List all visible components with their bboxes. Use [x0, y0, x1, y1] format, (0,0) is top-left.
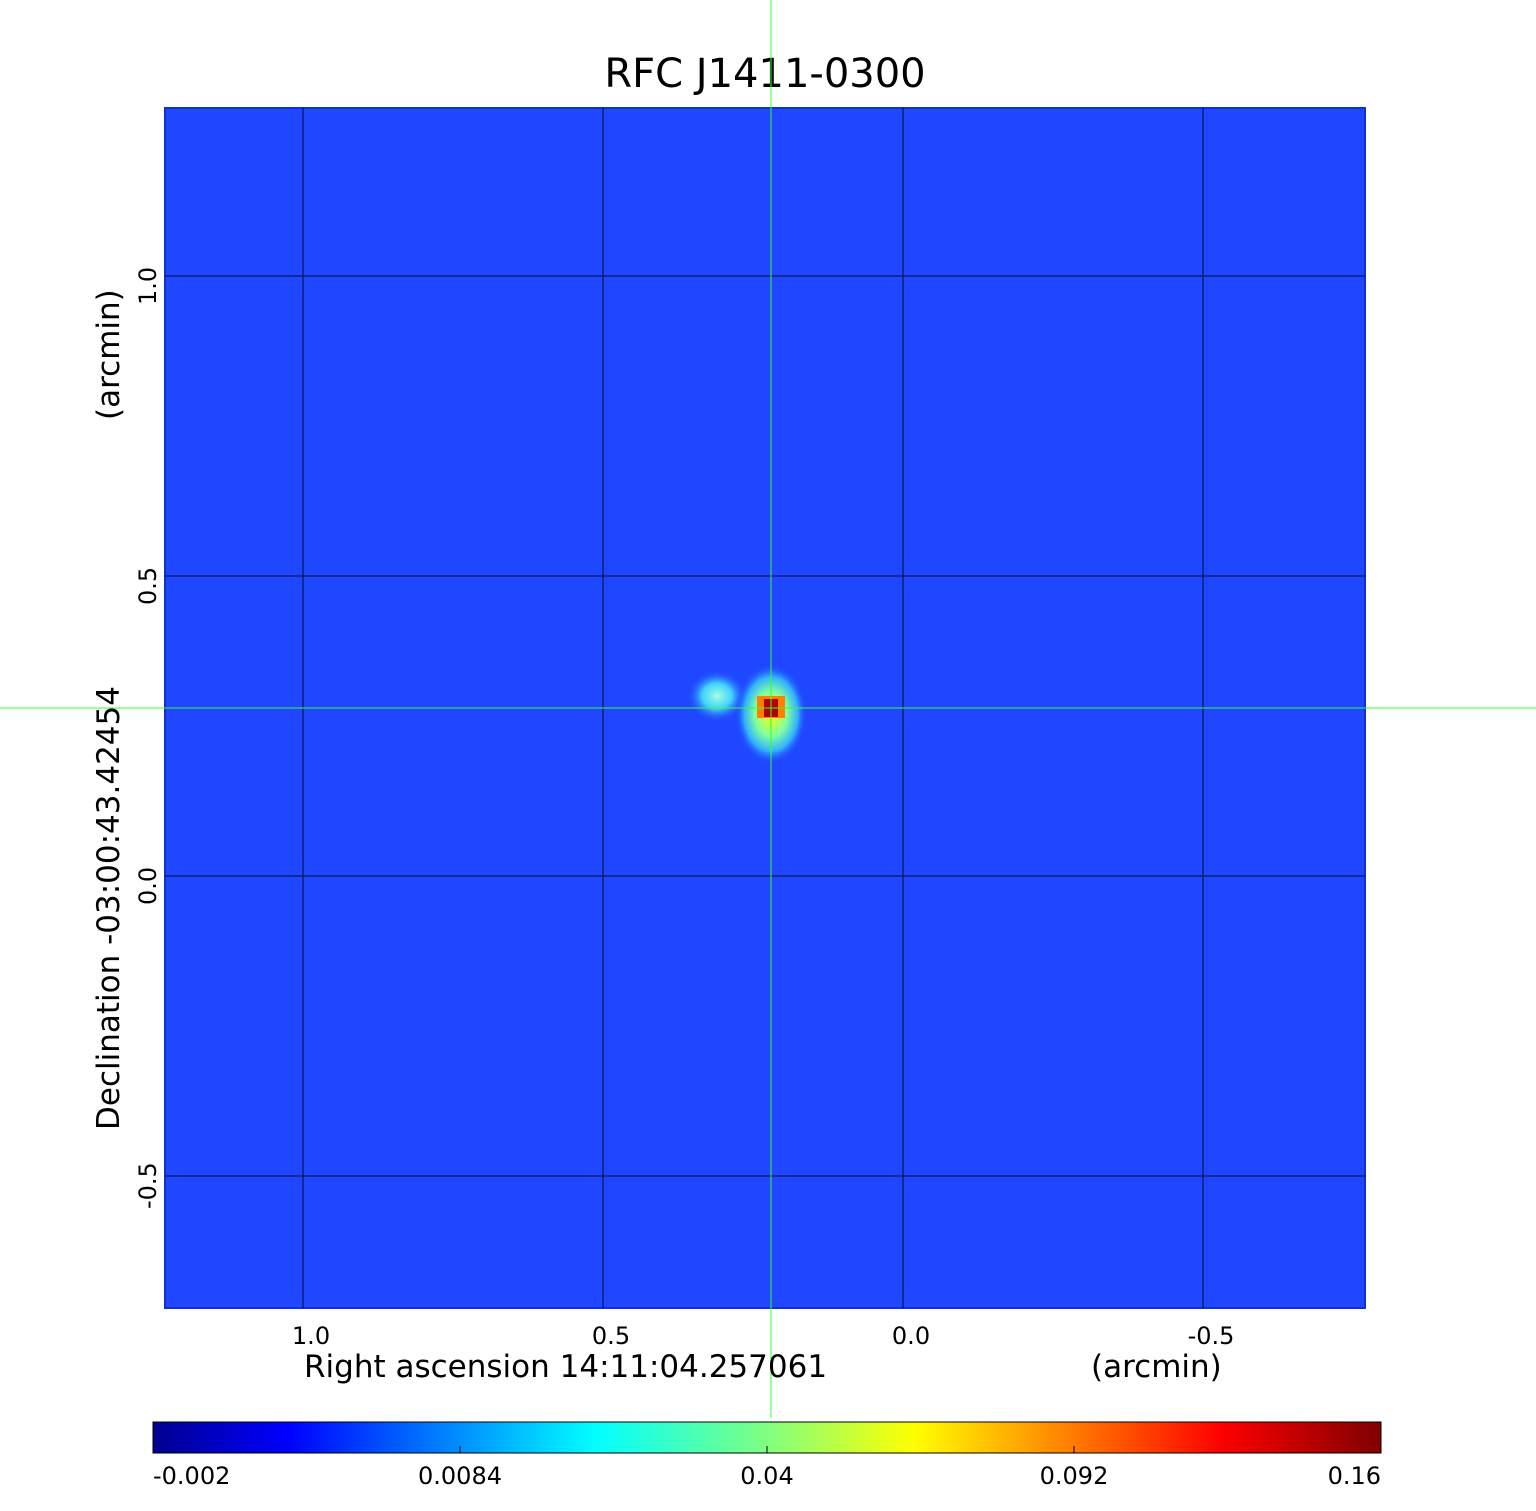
colorbar-tick-label: 0.092	[1039, 1462, 1109, 1490]
colorbar-ticks	[152, 1446, 1382, 1453]
y-tick-label: 1.0	[134, 266, 162, 306]
y-axis-label: Declination -03:00:43.42454	[91, 686, 127, 1130]
y-tick-label: 0.5	[134, 566, 162, 606]
y-tick-label: -0.5	[134, 1162, 162, 1210]
y-axis-unit: (arcmin)	[91, 289, 127, 420]
x-tick-label: -0.5	[1187, 1322, 1235, 1350]
y-tick-label: 0.0	[134, 866, 162, 906]
x-tick-label: 0.5	[591, 1322, 631, 1350]
source-secondary-component	[687, 670, 747, 722]
colorbar-tick-label: 0.16	[1327, 1462, 1381, 1490]
x-tick-label: 0.0	[891, 1322, 931, 1350]
chart-title: RFC J1411-0300	[604, 51, 926, 97]
colorbar-tick-label: 0.04	[740, 1462, 794, 1490]
x-axis-label: Right ascension 14:11:04.257061	[304, 1349, 828, 1385]
colorbar-tick-label: -0.002	[153, 1462, 231, 1490]
x-axis-unit: (arcmin)	[1091, 1349, 1222, 1385]
source-marks	[687, 664, 807, 764]
colorbar-tick-label: 0.0084	[418, 1462, 502, 1490]
crosshair	[0, 0, 1536, 1418]
x-tick-label: 1.0	[291, 1322, 331, 1350]
